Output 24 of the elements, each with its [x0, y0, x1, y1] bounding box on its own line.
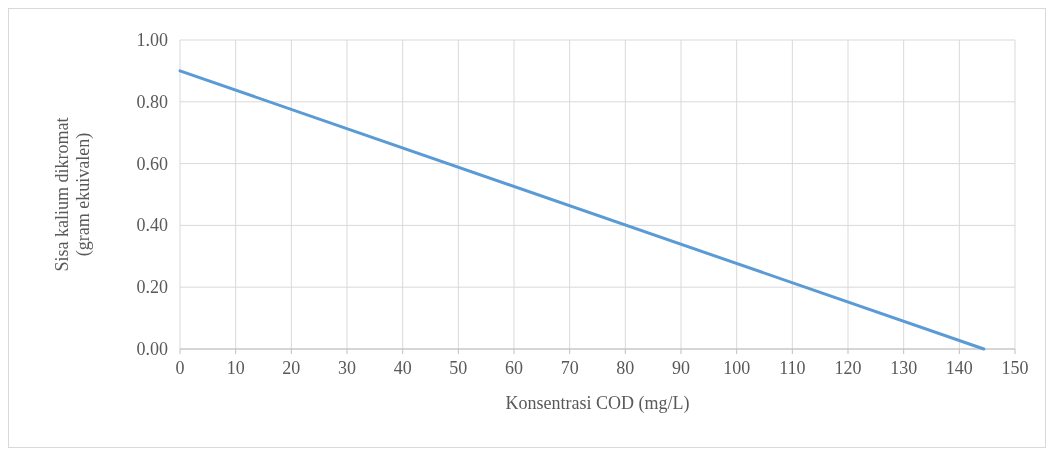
x-tick-label: 80	[616, 358, 635, 378]
x-axis-title: Konsentrasi COD (mg/L)	[505, 393, 690, 414]
y-tick-label: 0.20	[136, 277, 168, 298]
x-tick-label: 90	[672, 358, 690, 378]
x-tick-label: 50	[449, 358, 468, 378]
y-tick-label: 0.80	[136, 91, 168, 112]
y-tick-label: 0.40	[136, 215, 168, 236]
x-tick-label: 100	[723, 358, 751, 378]
x-tick-label: 130	[890, 358, 918, 378]
x-tick-label: 60	[505, 358, 523, 378]
x-tick-label: 140	[945, 358, 973, 378]
x-tick-label: 150	[1001, 358, 1029, 378]
x-tick-label: 0	[175, 358, 185, 378]
y-tick-label: 0.00	[136, 339, 168, 359]
x-tick-label: 120	[834, 358, 862, 378]
y-axis-title: Sisa kalium dikromat (gram ekuivalen)	[52, 117, 94, 272]
x-tick-label: 10	[226, 358, 245, 378]
x-tick-label: 20	[282, 358, 301, 378]
y-tick-label: 1.00	[136, 30, 168, 50]
x-tick-label: 30	[338, 358, 356, 378]
y-tick-label: 0.60	[136, 153, 168, 174]
x-tick-label: 110	[779, 358, 806, 378]
x-tick-label: 40	[393, 358, 412, 378]
x-tick-label: 70	[560, 358, 579, 378]
